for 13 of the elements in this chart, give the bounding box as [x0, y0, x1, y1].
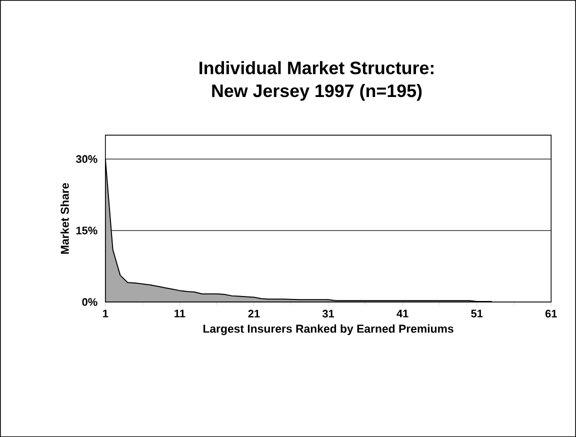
x-tick-label: 51 [471, 310, 483, 318]
y-tick-label: 0% [82, 298, 98, 306]
y-axis-title: Market Share [60, 182, 69, 254]
x-tick-label: 1 [103, 310, 108, 318]
x-axis-title: Largest Insurers Ranked by Earned Premiums [203, 324, 454, 335]
x-tick-label: 21 [248, 310, 260, 318]
x-tick-label: 11 [174, 310, 186, 318]
x-tick-label: 61 [545, 310, 557, 318]
x-tick-label: 41 [396, 310, 408, 318]
x-tick-label: 31 [322, 310, 334, 318]
y-tick-label: 30% [76, 155, 98, 163]
y-tick-label: 15% [76, 226, 98, 234]
chart-title: Individual Market Structure: New Jersey 1997 (n=195) [200, 61, 434, 101]
